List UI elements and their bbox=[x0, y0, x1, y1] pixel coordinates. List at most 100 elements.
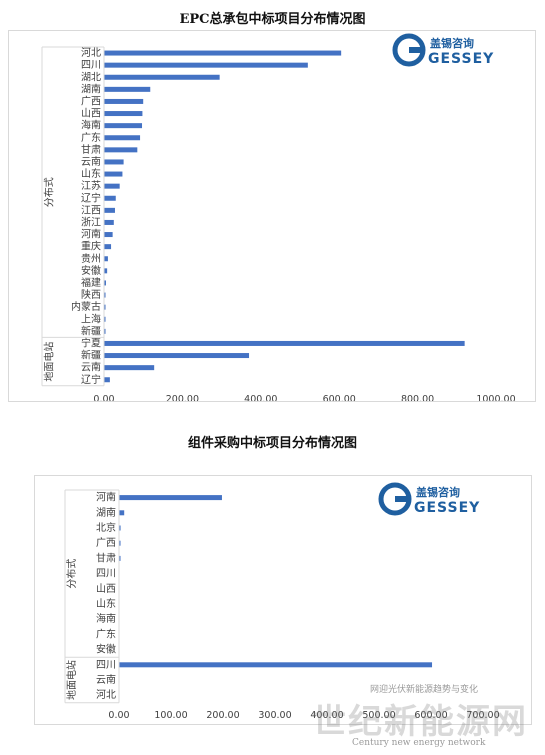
bar bbox=[104, 147, 138, 153]
gessey-logo: 盖锡咨询 GESSEY bbox=[392, 33, 514, 67]
category-label: 云南 bbox=[81, 361, 101, 374]
category-label: 河北 bbox=[96, 689, 116, 701]
category-label: 湖北 bbox=[81, 71, 101, 83]
category-label: 北京 bbox=[96, 521, 116, 534]
logo-cn-text: 盖锡咨询 bbox=[430, 36, 474, 50]
category-label: 甘肃 bbox=[96, 551, 116, 564]
bar bbox=[104, 207, 115, 213]
category-label: 安徽 bbox=[96, 643, 116, 656]
bar bbox=[104, 328, 106, 334]
group-label: 地面电站 bbox=[65, 660, 78, 700]
bar bbox=[104, 268, 108, 274]
bar bbox=[104, 280, 106, 286]
category-label: 山西 bbox=[81, 108, 101, 120]
gessey-logo: 盖锡咨询 GESSEY bbox=[378, 482, 500, 516]
x-tick-label: 400.00 bbox=[310, 710, 343, 721]
bar bbox=[104, 74, 220, 80]
bar bbox=[104, 171, 123, 177]
x-tick-label: 0.00 bbox=[93, 394, 114, 401]
category-label: 山西 bbox=[96, 583, 116, 595]
category-label: 江西 bbox=[81, 204, 101, 216]
category-label: 重庆 bbox=[81, 240, 101, 253]
x-tick-label: 700.00 bbox=[466, 710, 499, 721]
category-label: 安徽 bbox=[81, 264, 101, 277]
bar bbox=[104, 98, 144, 104]
group-label: 分布式 bbox=[43, 177, 56, 207]
chart1-plot: 分布式河北四川湖北湖南广西山西海南广东甘肃云南山东江苏辽宁江西浙江河南重庆贵州安… bbox=[41, 46, 516, 405]
bar bbox=[104, 304, 106, 310]
bar bbox=[104, 183, 120, 189]
category-label: 广西 bbox=[96, 537, 116, 549]
watermark-english: Century new energy network bbox=[352, 738, 486, 748]
category-label: 海南 bbox=[81, 119, 101, 132]
logo-en-text: GESSEY bbox=[428, 51, 494, 67]
bar bbox=[104, 123, 143, 129]
bar bbox=[119, 555, 121, 561]
category-label: 陕西 bbox=[81, 288, 101, 301]
bar bbox=[104, 135, 141, 141]
category-label: 江苏 bbox=[81, 179, 101, 192]
bar bbox=[104, 86, 151, 92]
bar bbox=[104, 50, 342, 56]
logo-cn-text: 盖锡咨询 bbox=[416, 485, 460, 499]
bar bbox=[104, 232, 113, 238]
x-tick-label: 100.00 bbox=[154, 710, 187, 721]
bar bbox=[104, 292, 106, 298]
bar bbox=[104, 340, 465, 346]
chart1-title: EPC总承包中标项目分布情况图 bbox=[179, 12, 366, 27]
bar bbox=[119, 540, 121, 546]
category-label: 湖南 bbox=[81, 82, 101, 95]
chart1-panel: 分布式 河北 四川 湖北 湖南 广西 山西 海南 广东 甘肃 云南 山东 江苏 辽宁 江西 浙江 河南 重庆 贵州安… bbox=[8, 30, 536, 405]
category-label: 辽宁 bbox=[81, 191, 101, 204]
category-label: 云南 bbox=[81, 155, 101, 168]
bar bbox=[119, 525, 121, 531]
bar bbox=[119, 510, 125, 516]
bar bbox=[119, 662, 433, 668]
chart2-title: 组件采购中标项目分布情况图 bbox=[187, 436, 357, 451]
category-label: 广东 bbox=[96, 627, 116, 640]
category-label: 浙江 bbox=[81, 216, 101, 228]
bar bbox=[104, 365, 155, 371]
bar bbox=[104, 62, 308, 68]
x-tick-label: 800.00 bbox=[401, 394, 434, 401]
category-label: 福建 bbox=[81, 276, 101, 289]
x-tick-label: 200.00 bbox=[206, 710, 239, 721]
logo-en-text: GESSEY bbox=[414, 500, 480, 516]
category-label: 四川 bbox=[81, 60, 101, 71]
bar bbox=[104, 159, 124, 165]
category-label: 甘肃 bbox=[81, 143, 101, 156]
category-label: 河南 bbox=[81, 228, 101, 241]
category-label: 新疆 bbox=[81, 324, 101, 337]
category-label: 宁夏 bbox=[81, 336, 101, 349]
bar bbox=[104, 195, 116, 201]
watermark-subtitle: 网迎光伏新能源趋势与变化 bbox=[367, 682, 482, 695]
bar bbox=[104, 219, 114, 225]
category-label: 新疆 bbox=[81, 349, 101, 362]
group-label: 地面电站 bbox=[43, 342, 56, 382]
category-label: 河北 bbox=[81, 47, 101, 59]
category-label: 海南 bbox=[96, 612, 116, 625]
category-label: 辽宁 bbox=[81, 373, 101, 386]
x-tick-label: 300.00 bbox=[258, 710, 291, 721]
bar bbox=[104, 111, 143, 117]
bar bbox=[104, 353, 250, 359]
x-tick-label: 600.00 bbox=[414, 710, 447, 721]
bar bbox=[104, 256, 108, 262]
x-tick-label: 400.00 bbox=[244, 394, 277, 401]
bar bbox=[104, 244, 112, 250]
category-label: 四川 bbox=[96, 569, 116, 580]
bar bbox=[104, 377, 110, 383]
category-label: 山东 bbox=[96, 597, 116, 610]
category-label: 湖南 bbox=[96, 506, 116, 519]
group-label: 分布式 bbox=[65, 559, 78, 589]
bar bbox=[119, 495, 222, 501]
category-label: 贵州 bbox=[81, 252, 101, 265]
bar bbox=[104, 316, 106, 322]
x-tick-label: 0.00 bbox=[108, 710, 129, 721]
category-label: 上海 bbox=[81, 312, 101, 325]
watermark-title: 世纪新能源网 bbox=[312, 702, 528, 742]
category-label: 云南 bbox=[96, 673, 116, 686]
x-tick-label: 200.00 bbox=[166, 394, 199, 401]
category-label: 山东 bbox=[81, 167, 101, 180]
